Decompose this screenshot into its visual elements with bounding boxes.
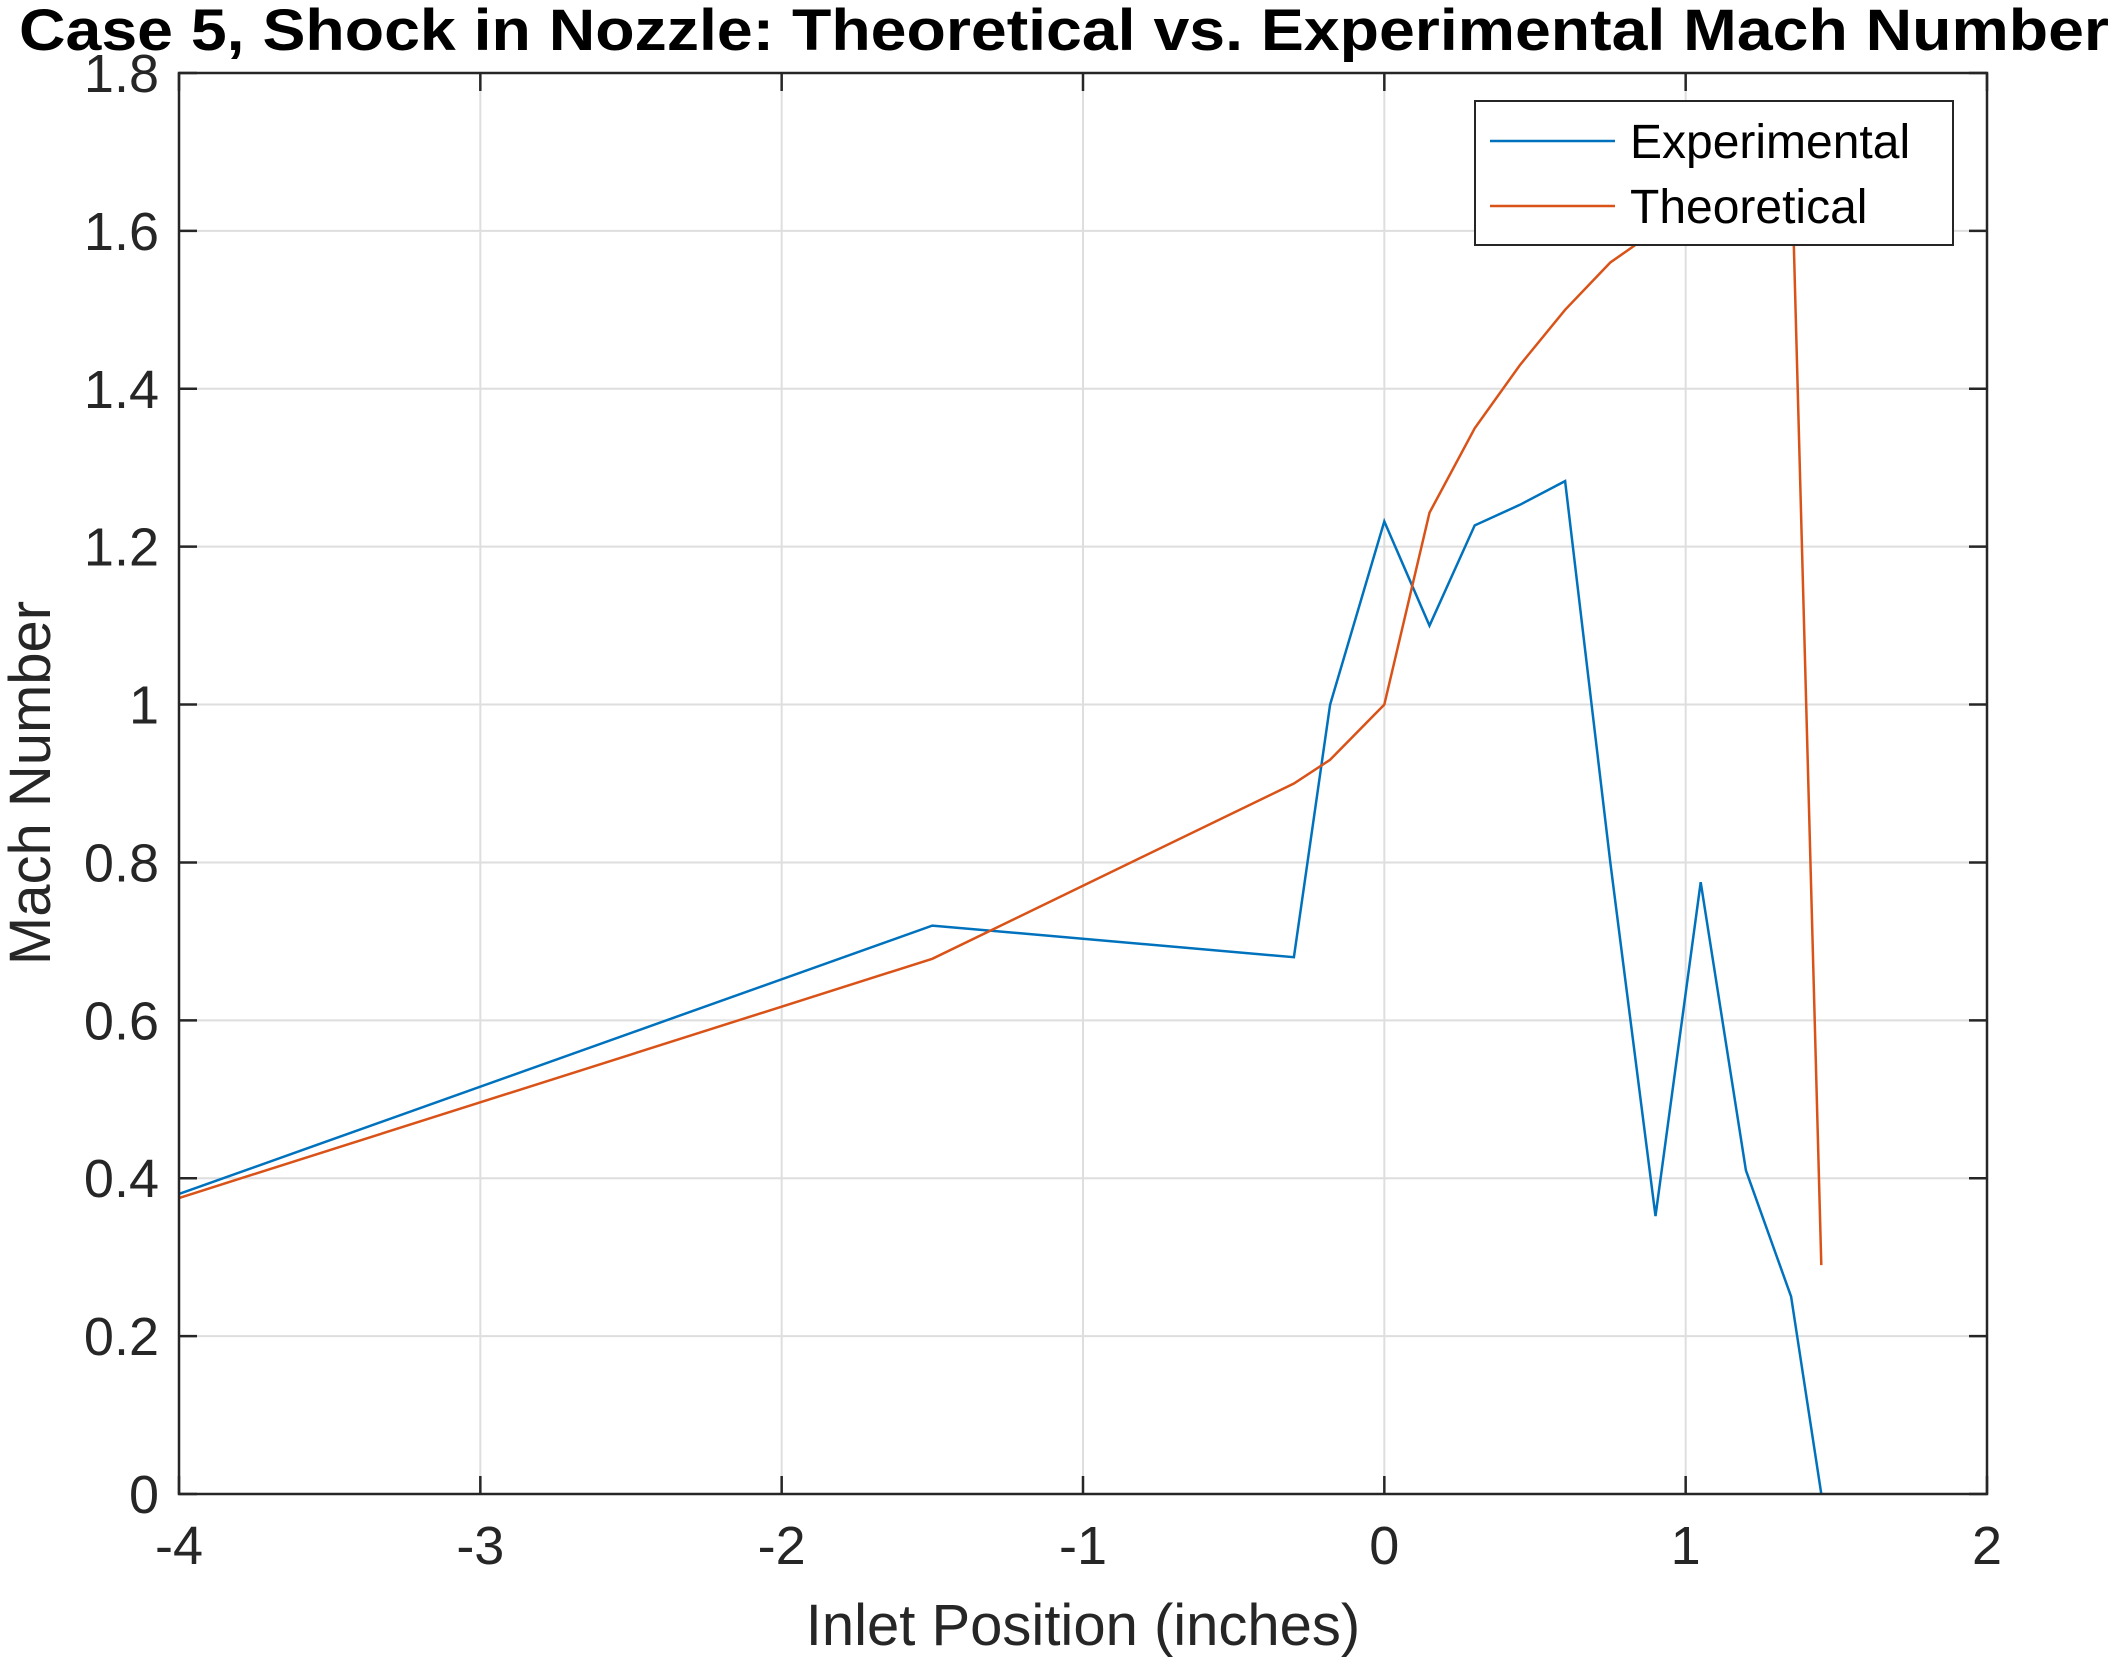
x-axis-label: Inlet Position (inches) xyxy=(806,1593,1360,1658)
chart-title: Case 5, Shock in Nozzle: Theoretical vs.… xyxy=(19,0,2109,63)
legend-label-theoretical: Theoretical xyxy=(1630,181,1867,234)
y-axis-label: Mach Number xyxy=(0,601,63,965)
tick-labels: -4 -3 -2 -1 0 1 2 0 0.2 0.4 0.6 0.8 1 1.2 1.4 1.6 1.8 xyxy=(84,44,2002,1576)
y-tick-label: 1.8 xyxy=(84,44,159,104)
y-tick-label: 0.8 xyxy=(84,833,159,893)
x-tick-label: 2 xyxy=(1972,1516,2002,1576)
series-line-experimental xyxy=(179,479,1823,1494)
grid xyxy=(179,73,1987,1494)
legend-box xyxy=(1474,100,1954,246)
x-tick-label: -2 xyxy=(758,1516,806,1576)
y-tick-label: 1.6 xyxy=(84,202,159,262)
y-tick-label: 0.6 xyxy=(84,991,159,1051)
y-tick-label: 1.4 xyxy=(84,360,159,420)
legend: Experimental Theoretical xyxy=(1474,100,1954,246)
x-tick-label: -4 xyxy=(155,1516,203,1576)
y-tick-label: 0.2 xyxy=(84,1307,159,1367)
legend-label-experimental: Experimental xyxy=(1630,116,1910,169)
y-tick-label: 0.4 xyxy=(84,1149,159,1209)
y-tick-label: 1 xyxy=(129,676,159,736)
x-tick-label: 0 xyxy=(1369,1516,1399,1576)
ticks xyxy=(177,71,1989,1496)
x-tick-label: -3 xyxy=(456,1516,504,1576)
x-tick-label: 1 xyxy=(1671,1516,1701,1576)
y-tick-label: 1.2 xyxy=(84,518,159,578)
y-tick-label: 0 xyxy=(129,1465,159,1525)
x-tick-label: -1 xyxy=(1059,1516,1107,1576)
